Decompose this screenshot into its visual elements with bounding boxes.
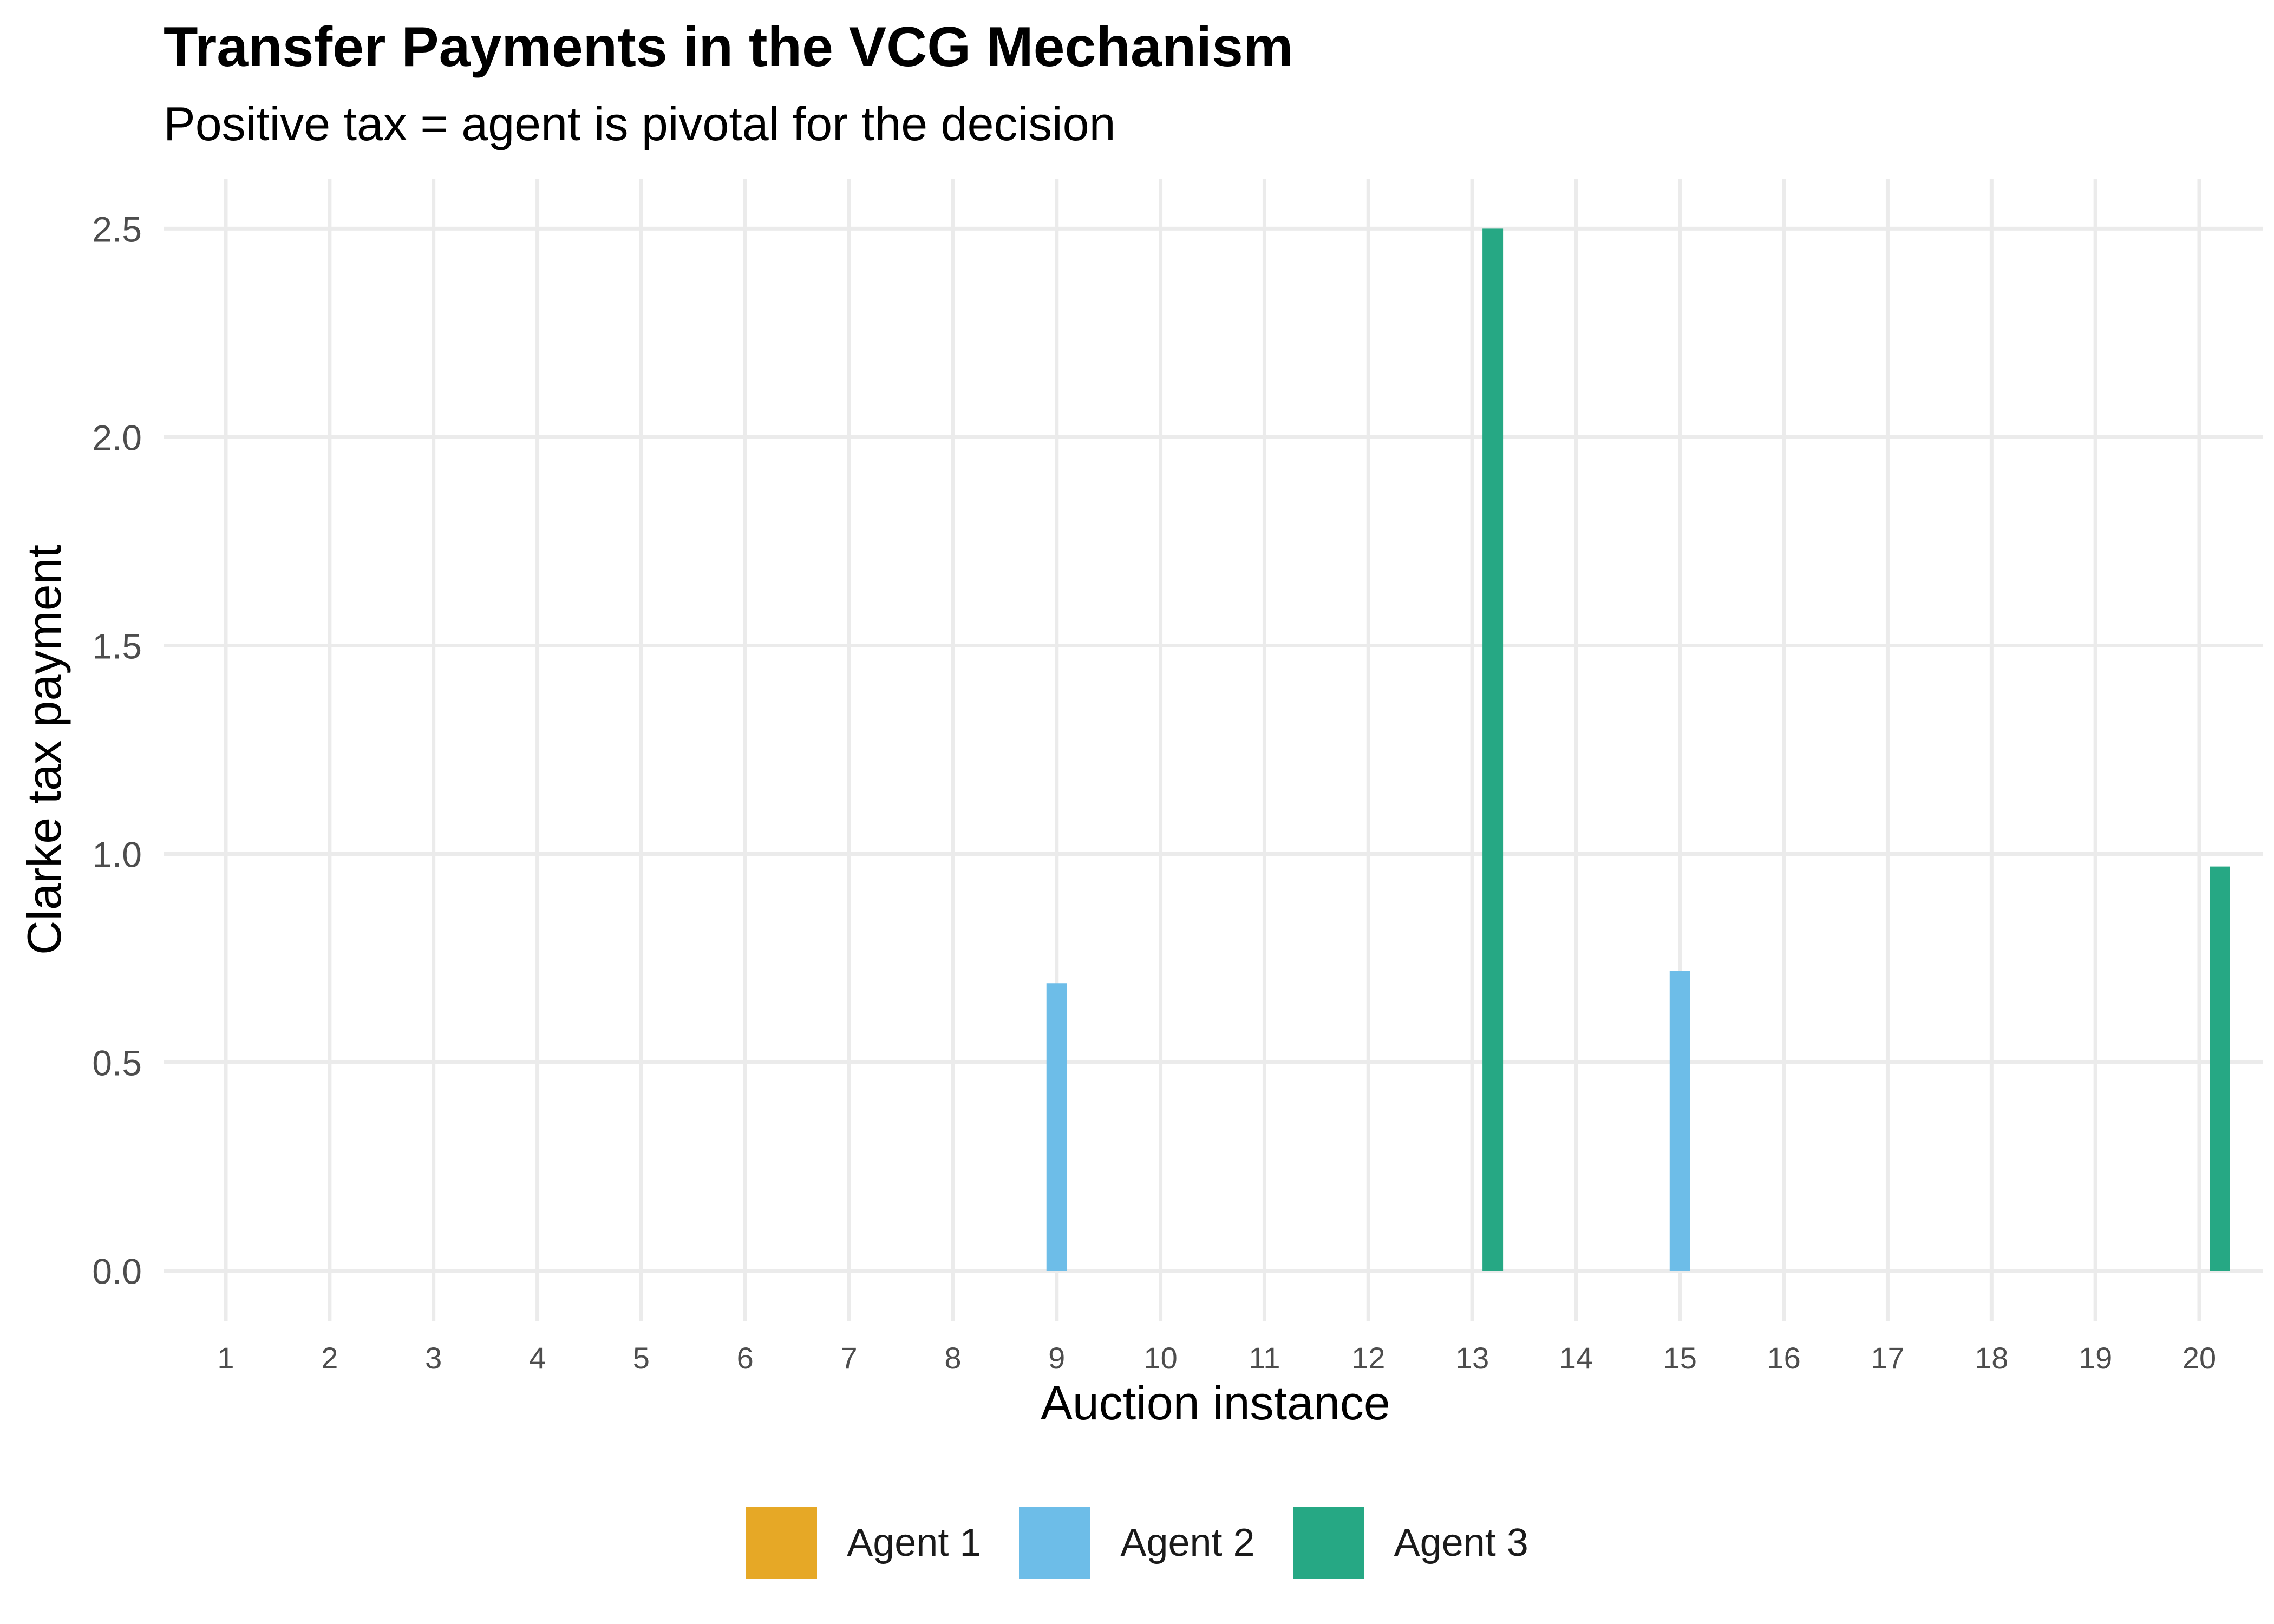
x-tick-label: 10 xyxy=(1143,1341,1177,1375)
bar-agent-3-13 xyxy=(1482,228,1504,1271)
bar-agent-2-9 xyxy=(1046,983,1067,1271)
x-tick-label: 2 xyxy=(321,1341,338,1375)
legend-label: Agent 2 xyxy=(1120,1521,1255,1564)
x-tick-label: 18 xyxy=(1975,1341,2008,1375)
x-axis-label: Auction instance xyxy=(1041,1376,1390,1430)
axis-ticks: 0.00.51.01.52.02.51 2 3 4 5 6 7 8 9 10 11 12 13 14 15 1… xyxy=(92,209,2216,1375)
legend-swatch xyxy=(1019,1507,1091,1579)
y-tick-label: 2.5 xyxy=(92,209,142,249)
x-tick-label: 5 xyxy=(633,1341,650,1375)
x-tick-label: 13 xyxy=(1455,1341,1489,1375)
x-tick-label: 15 xyxy=(1663,1341,1697,1375)
y-axis-label: Clarke tax payment xyxy=(17,545,71,955)
bar-agent-3-20 xyxy=(2210,866,2230,1271)
bar-chart: 0.00.51.01.52.02.51 2 3 4 5 6 7 8 9 10 11 12 13 14 15 1… xyxy=(17,179,2263,1430)
x-tick-label: 12 xyxy=(1351,1341,1385,1375)
x-tick-label: 3 xyxy=(425,1341,442,1375)
chart-subtitle: Positive tax = agent is pivotal for the … xyxy=(164,97,1116,150)
x-tick-label: 19 xyxy=(2079,1341,2112,1375)
chart-title: Transfer Payments in the VCG Mechanism xyxy=(164,16,1293,78)
legend-swatch xyxy=(746,1507,818,1579)
legend-item-agent-1: Agent 1 xyxy=(746,1507,981,1579)
x-tick-label: 9 xyxy=(1048,1341,1065,1375)
grid-lines xyxy=(164,179,2263,1321)
x-tick-label: 14 xyxy=(1559,1341,1593,1375)
legend-label: Agent 1 xyxy=(847,1521,982,1564)
x-tick-label: 6 xyxy=(737,1341,754,1375)
x-tick-label: 11 xyxy=(1249,1341,1280,1375)
x-tick-label: 1 xyxy=(217,1341,234,1375)
legend-item-agent-3: Agent 3 xyxy=(1292,1507,1528,1579)
legend: Agent 1 Agent 2 Agent 3 xyxy=(0,1505,2274,1581)
bars xyxy=(1046,228,2230,1271)
y-tick-label: 1.0 xyxy=(92,835,142,875)
x-tick-label: 16 xyxy=(1767,1341,1800,1375)
bar-agent-2-15 xyxy=(1669,971,1690,1271)
legend-label: Agent 3 xyxy=(1394,1521,1528,1564)
y-tick-label: 0.5 xyxy=(92,1043,142,1083)
x-tick-label: 4 xyxy=(529,1341,546,1375)
x-tick-label: 7 xyxy=(840,1341,857,1375)
legend-swatch xyxy=(1292,1507,1364,1579)
legend-item-agent-2: Agent 2 xyxy=(1019,1507,1255,1579)
x-tick-label: 20 xyxy=(2182,1341,2216,1375)
y-tick-label: 1.5 xyxy=(92,626,142,666)
y-tick-label: 2.0 xyxy=(92,417,142,457)
x-tick-label: 17 xyxy=(1871,1341,1904,1375)
y-tick-label: 0.0 xyxy=(92,1252,142,1292)
x-tick-label: 8 xyxy=(944,1341,961,1375)
